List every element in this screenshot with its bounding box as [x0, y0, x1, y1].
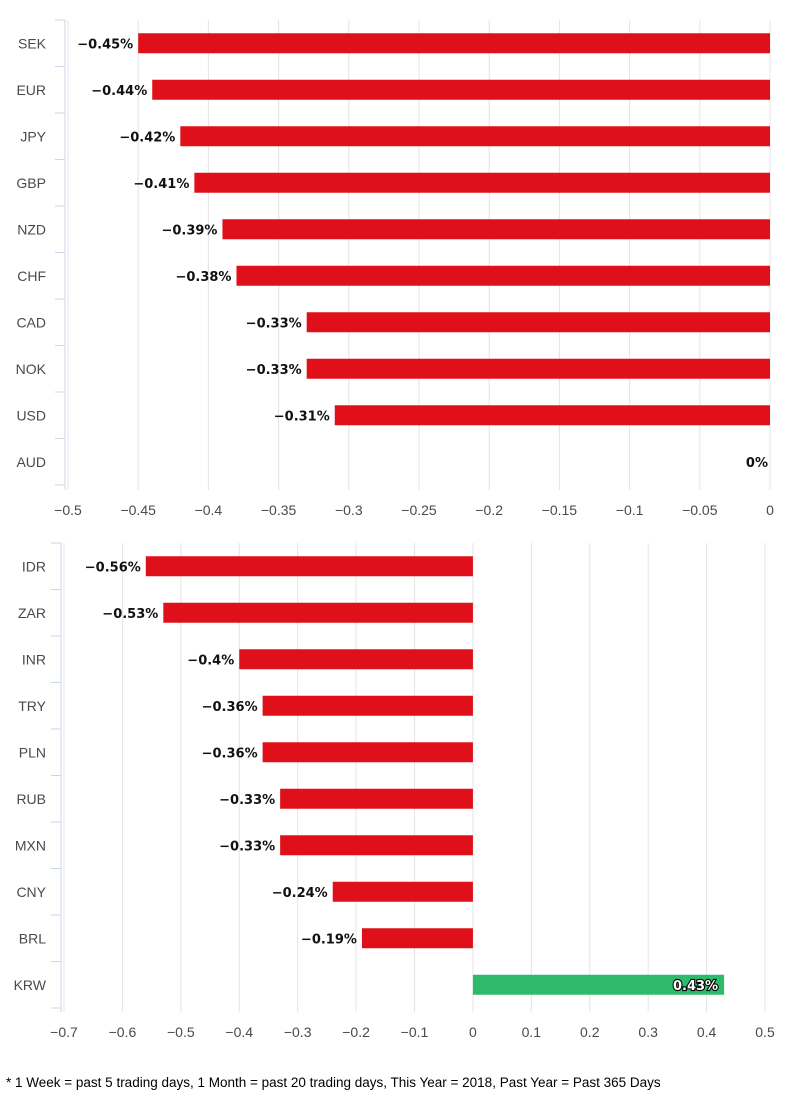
bar-jpy[interactable]	[180, 126, 770, 147]
major-currencies-chart: −0.5 −0.45 −0.4 −0.35 −0.3 −0.25 −0.2 −0.15 −0.1…	[16, 19, 774, 518]
category-label: CAD	[16, 314, 46, 330]
category-label: NOK	[16, 361, 47, 377]
footnote: * 1 Week = past 5 trading days, 1 Month …	[6, 1075, 661, 1090]
data-label: −0.56%	[85, 560, 141, 575]
x-tick-label: −0.15	[542, 502, 578, 518]
bar-nok[interactable]	[306, 358, 770, 379]
category-label: AUD	[16, 454, 46, 470]
data-label: 0.43%	[673, 979, 718, 994]
x-tick-label: −0.3	[284, 1024, 312, 1040]
x-tick-label: 0.1	[522, 1024, 542, 1040]
x-tick-label: −0.45	[120, 502, 156, 518]
bar-usd[interactable]	[334, 405, 770, 426]
bar-gbp[interactable]	[194, 172, 771, 193]
bar-zar[interactable]	[163, 602, 473, 623]
data-label: −0.33%	[219, 793, 275, 808]
x-tick-label: −0.25	[401, 502, 437, 518]
bar-cny[interactable]	[332, 881, 473, 902]
x-tick-label: 0.4	[697, 1024, 717, 1040]
category-label: INR	[22, 651, 46, 667]
category-label: GBP	[16, 175, 46, 191]
bar-try[interactable]	[262, 695, 473, 716]
x-tick-label: −0.2	[342, 1024, 370, 1040]
data-label: −0.19%	[301, 932, 357, 947]
category-label: BRL	[19, 930, 46, 946]
x-tick-label: −0.4	[225, 1024, 253, 1040]
emerging-currencies-chart: −0.7 −0.6 −0.5 −0.4 −0.3 −0.2 −0.1 0 0.1 0.2 0.3 0.…	[14, 542, 775, 1040]
category-label: SEK	[18, 35, 47, 51]
x-tick-label: −0.3	[335, 502, 363, 518]
data-label: −0.33%	[219, 839, 275, 854]
x-tick-label: 0	[766, 502, 774, 518]
category-label: RUB	[16, 791, 46, 807]
x-tick-label: 0.3	[638, 1024, 658, 1040]
data-label: −0.41%	[133, 177, 189, 192]
data-label: −0.45%	[77, 37, 133, 52]
data-label: −0.31%	[274, 409, 330, 424]
x-tick-label: −0.5	[54, 502, 82, 518]
data-label: −0.36%	[202, 746, 258, 761]
bar-nzd[interactable]	[222, 219, 770, 240]
category-label: CHF	[17, 268, 46, 284]
data-label: −0.4%	[187, 653, 234, 668]
data-label: −0.33%	[246, 316, 302, 331]
x-tick-label: 0.2	[580, 1024, 600, 1040]
category-label: CNY	[16, 884, 46, 900]
bar-pln[interactable]	[262, 742, 473, 763]
x-tick-label: −0.05	[682, 502, 718, 518]
category-label: TRY	[18, 698, 46, 714]
data-label: 0%	[746, 456, 768, 471]
bar-mxn[interactable]	[280, 835, 473, 856]
category-label: ZAR	[18, 605, 46, 621]
category-label: MXN	[15, 837, 46, 853]
bar-krw[interactable]	[472, 974, 725, 995]
data-label: −0.24%	[272, 886, 328, 901]
data-label: −0.42%	[119, 130, 175, 145]
data-label: −0.36%	[202, 700, 258, 715]
x-tick-label: −0.4	[195, 502, 223, 518]
bar-chf[interactable]	[236, 265, 771, 286]
x-tick-label: −0.1	[616, 502, 644, 518]
x-tick-label: −0.35	[261, 502, 297, 518]
category-label: IDR	[22, 558, 46, 574]
x-tick-label: −0.2	[475, 502, 503, 518]
x-tick-label: 0	[469, 1024, 477, 1040]
x-tick-label: −0.1	[401, 1024, 429, 1040]
bar-brl[interactable]	[361, 928, 473, 949]
category-label: USD	[16, 407, 46, 423]
category-label: JPY	[20, 128, 46, 144]
x-tick-label: −0.7	[50, 1024, 78, 1040]
category-label: EUR	[16, 82, 46, 98]
bar-sek[interactable]	[138, 33, 770, 54]
data-label: −0.53%	[102, 607, 158, 622]
data-label: −0.39%	[161, 223, 217, 238]
bar-idr[interactable]	[145, 556, 473, 577]
x-tick-label: 0.5	[755, 1024, 775, 1040]
category-label: KRW	[14, 977, 47, 993]
category-label: NZD	[17, 221, 46, 237]
bar-inr[interactable]	[239, 649, 473, 670]
bar-eur[interactable]	[152, 79, 771, 100]
bar-cad[interactable]	[306, 312, 770, 333]
x-tick-label: −0.6	[109, 1024, 137, 1040]
bar-rub[interactable]	[280, 788, 473, 809]
x-tick-label: −0.5	[167, 1024, 195, 1040]
data-label: −0.44%	[91, 84, 147, 99]
data-label: −0.38%	[175, 270, 231, 285]
data-label: −0.33%	[246, 363, 302, 378]
category-label: PLN	[19, 744, 46, 760]
